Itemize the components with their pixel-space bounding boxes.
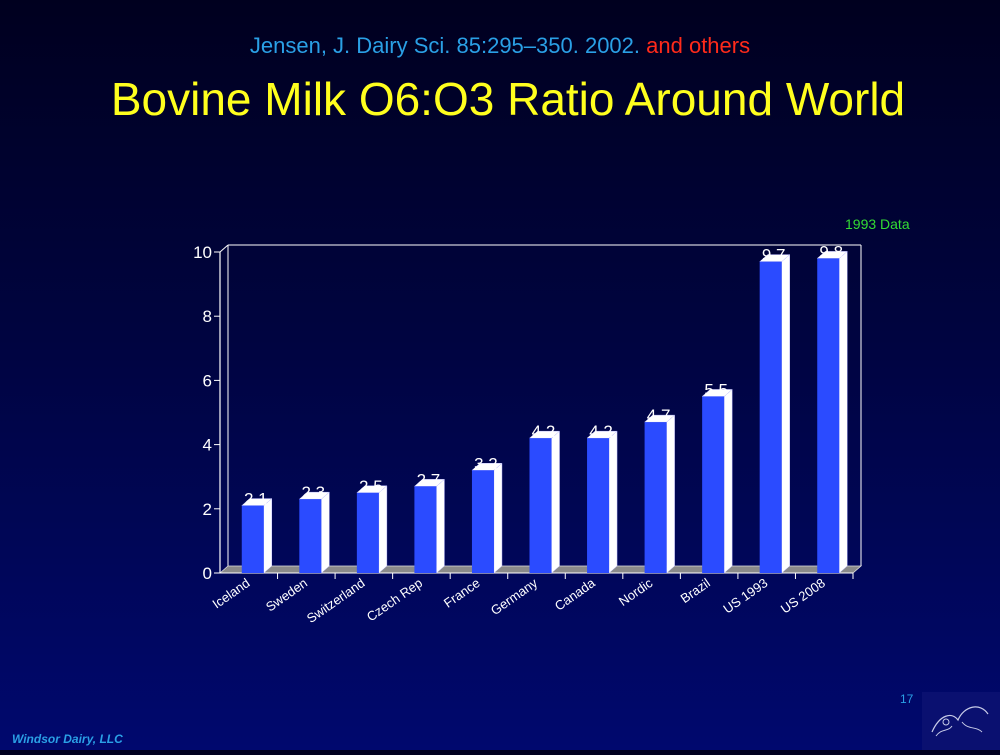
x-tick-label: Sweden (263, 575, 310, 614)
data-label: 2.1 (244, 490, 268, 509)
bar-side (723, 388, 733, 574)
y-tick-label: 0 (203, 564, 212, 583)
bar (759, 261, 782, 573)
data-label: 4.2 (532, 422, 556, 441)
x-tick-label: France (441, 575, 483, 610)
x-tick-label: Brazil (678, 575, 713, 606)
bar-side (321, 491, 330, 574)
bar (299, 499, 322, 573)
bar (702, 396, 725, 573)
data-label: 2.3 (301, 483, 325, 502)
bar (241, 505, 264, 573)
dairy-logo (922, 692, 1000, 750)
y-tick-label: 4 (203, 436, 212, 455)
footer-company: Windsor Dairy, LLC (12, 732, 123, 746)
y-tick-label: 10 (193, 243, 212, 262)
x-tick-label: Germany (488, 575, 541, 618)
bar (529, 438, 552, 573)
bar (644, 422, 667, 573)
y-axis-depth-line (219, 244, 229, 253)
data-label: 5.5 (704, 380, 728, 399)
citation-extra: and others (646, 33, 751, 58)
x-tick-label: Canada (552, 575, 599, 614)
data-label: 9.7 (762, 246, 786, 265)
bar-side (608, 430, 618, 574)
data-label: 3.2 (474, 454, 498, 473)
bar-side (781, 254, 790, 574)
x-tick-label: Nordic (616, 575, 656, 609)
bar-side (493, 462, 503, 574)
bar-side (436, 478, 445, 574)
bar-side (666, 414, 675, 574)
bar-side (378, 485, 388, 574)
x-tick-label: Iceland (210, 575, 253, 611)
x-tick-label: Czech Rep (364, 575, 425, 624)
citation: Jensen, J. Dairy Sci. 85:295–350. 2002. … (0, 33, 1000, 59)
data-label: 4.7 (647, 406, 671, 425)
chart-bars (241, 250, 848, 574)
bar (471, 470, 494, 573)
y-tick-label: 2 (203, 500, 212, 519)
y-tick-label: 6 (203, 371, 212, 390)
data-note: 1993 Data (845, 216, 910, 232)
data-label: 4.2 (589, 422, 613, 441)
data-label: 2.7 (417, 470, 441, 489)
page-number: 17 (900, 692, 914, 706)
x-tick-label: Switzerland (304, 575, 368, 626)
bar (587, 438, 610, 573)
data-label: 9.8 (819, 242, 843, 261)
bar (414, 486, 437, 573)
slide-title: Bovine Milk O6:O3 Ratio Around World (110, 73, 906, 125)
bar (356, 492, 379, 573)
bar (817, 258, 840, 573)
y-tick-label: 8 (203, 307, 212, 326)
x-tick-label: US 2008 (778, 575, 828, 616)
bar-side (551, 430, 560, 574)
x-tick-label: US 1993 (720, 575, 770, 616)
data-label: 2.5 (359, 477, 383, 496)
bar-side (263, 498, 273, 574)
citation-text: Jensen, J. Dairy Sci. 85:295–350. 2002. (249, 33, 641, 58)
bar-side (838, 250, 848, 574)
